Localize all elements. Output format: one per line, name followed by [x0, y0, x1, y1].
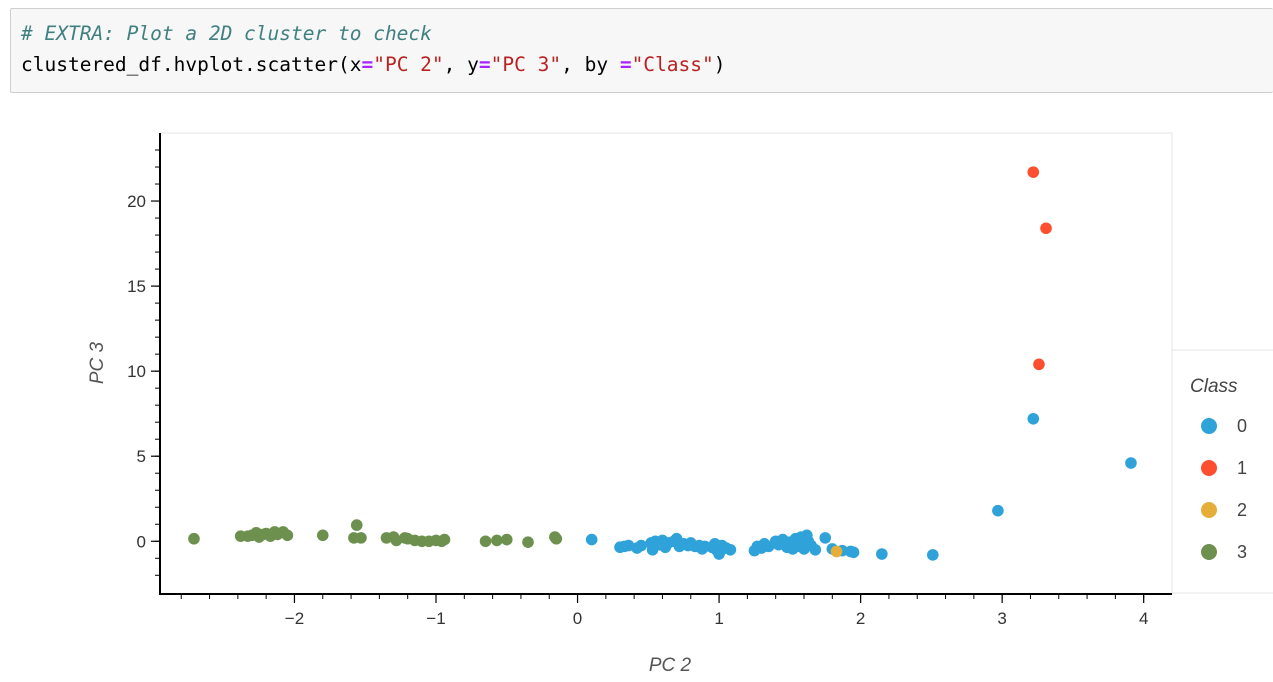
y-tick-label: 10 [127, 362, 146, 381]
data-point-class-0 [876, 548, 888, 560]
data-point-class-3 [350, 519, 363, 531]
y-tick-label: 20 [127, 192, 146, 211]
data-point-class-3 [550, 532, 563, 545]
code-x-argument: "PC 2" [373, 53, 444, 76]
code-y-argument: "PC 3" [490, 53, 562, 76]
data-point-class-0 [847, 546, 860, 559]
scatter-plot[interactable]: Class −2 −1 0 1 2 3 4 0 5 10 15 20 0 1 2 3 PC 2 PC 3 [0, 95, 1273, 682]
legend-frame [1171, 349, 1273, 594]
data-point-class-3 [281, 529, 294, 542]
data-point-class-0 [809, 543, 822, 556]
data-point-class-3 [438, 533, 451, 546]
code-call-line: clustered_df.hvplot.scatter(x="PC 2", y=… [21, 53, 726, 76]
data-point-class-0 [635, 539, 648, 552]
x-tick-label: −2 [285, 609, 304, 628]
code-operator: = [619, 53, 632, 76]
data-point-class-3 [500, 533, 513, 546]
code-separator: , by [561, 53, 620, 76]
x-tick-label: −1 [426, 609, 445, 628]
plot-axes: −2 −1 0 1 2 3 4 0 5 10 15 20 [127, 133, 1172, 628]
x-axis-label: PC 2 [649, 655, 692, 676]
code-separator: , y [443, 53, 479, 76]
legend-label-class-0: 0 [1237, 416, 1247, 436]
legend-label-class-2: 2 [1237, 500, 1247, 520]
x-tick-label: 2 [856, 609, 865, 628]
data-point-class-3 [188, 532, 200, 545]
data-point-class-0 [724, 543, 737, 556]
data-point-class-0 [819, 532, 832, 544]
code-cell[interactable]: # EXTRA: Plot a 2D cluster to check clus… [10, 8, 1273, 93]
plot-frame [159, 132, 1173, 595]
data-point-class-3 [479, 535, 492, 548]
y-tick-label: 15 [127, 277, 146, 296]
legend-marker-class-0 [1201, 418, 1217, 434]
data-point-class-3 [522, 536, 534, 548]
y-tick-label: 5 [137, 447, 146, 466]
legend-items: 0 1 2 3 [1201, 416, 1247, 562]
legend-marker-class-3 [1201, 544, 1217, 560]
legend-label-class-1: 1 [1237, 458, 1247, 478]
code-call-prefix: clustered_df.hvplot.scatter(x [21, 53, 362, 76]
legend-marker-class-1 [1201, 460, 1217, 476]
code-operator: = [478, 53, 491, 76]
legend-label-class-3: 3 [1237, 542, 1247, 562]
data-point-class-0 [585, 533, 598, 546]
data-point-class-1 [1040, 222, 1052, 235]
data-point-class-3 [316, 529, 329, 542]
legend-marker-class-2 [1201, 502, 1217, 518]
data-point-class-1 [1033, 358, 1045, 371]
data-point-class-0 [1027, 412, 1040, 425]
data-point-class-3 [491, 534, 503, 547]
data-point-class-0 [927, 549, 939, 561]
x-tick-label: 3 [997, 609, 1006, 628]
y-axis-label: PC 3 [87, 341, 108, 384]
code-comment-line: # EXTRA: Plot a 2D cluster to check [21, 22, 432, 45]
code-operator: = [361, 53, 374, 76]
legend-box: Class [1171, 349, 1273, 594]
code-close-paren: ) [713, 53, 726, 76]
data-point-class-0 [992, 504, 1004, 517]
data-point-class-3 [355, 532, 367, 544]
x-tick-label: 0 [573, 609, 582, 628]
data-point-class-0 [1125, 457, 1137, 469]
code-by-argument: "Class" [631, 53, 714, 76]
data-points [188, 166, 1137, 561]
code-comment: # EXTRA: Plot a 2D cluster to check [21, 22, 432, 45]
y-tick-label: 0 [137, 532, 146, 551]
x-tick-label: 1 [714, 609, 723, 628]
data-point-class-2 [830, 545, 843, 558]
legend-title: Class [1190, 376, 1238, 397]
x-tick-label: 4 [1139, 609, 1148, 628]
data-point-class-1 [1027, 166, 1040, 178]
